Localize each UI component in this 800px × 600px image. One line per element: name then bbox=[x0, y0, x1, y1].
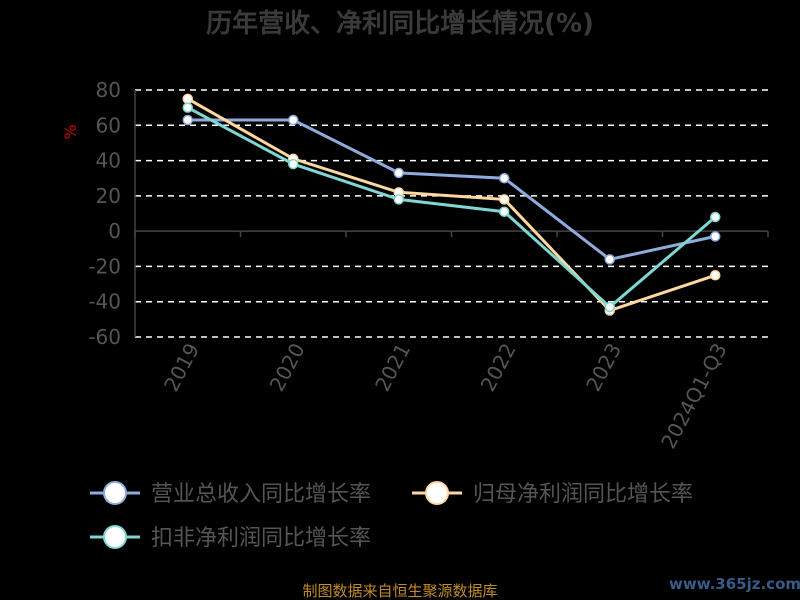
y-tick-label: 0 bbox=[108, 219, 121, 243]
legend-label: 营业总收入同比增长率 bbox=[151, 482, 371, 507]
y-axis-label: % bbox=[61, 124, 80, 139]
series-line-3 bbox=[187, 106, 717, 309]
y-tick-label: -60 bbox=[88, 325, 121, 349]
legend-marker bbox=[103, 481, 127, 505]
data-point bbox=[710, 270, 721, 281]
legend-label: 扣非净利润同比增长率 bbox=[151, 526, 371, 551]
x-tick-label: 2020 bbox=[265, 339, 310, 395]
x-tick-label: 2023 bbox=[581, 339, 626, 395]
chart-title: 历年营收、净利同比增长情况(%) bbox=[206, 8, 594, 39]
y-tick-label: -40 bbox=[88, 290, 121, 314]
axes bbox=[134, 90, 769, 337]
y-tick-label: 80 bbox=[96, 78, 121, 102]
series-line-2 bbox=[187, 97, 716, 313]
legend-label: 归母净利润同比增长率 bbox=[473, 482, 693, 507]
data-point bbox=[393, 167, 404, 179]
legend-marker bbox=[425, 481, 449, 505]
series-line-1 bbox=[187, 118, 716, 262]
watermark: www.365jz.com bbox=[669, 575, 800, 593]
y-tick-label: 60 bbox=[96, 113, 121, 137]
x-tick-label: 2019 bbox=[159, 339, 204, 395]
data-point bbox=[604, 301, 615, 313]
data-point bbox=[182, 114, 193, 126]
y-tick-label: -20 bbox=[88, 254, 121, 278]
y-tick-label: 40 bbox=[96, 149, 121, 173]
data-point bbox=[604, 254, 615, 265]
data-point bbox=[288, 158, 299, 170]
data-point bbox=[182, 102, 193, 113]
data-point bbox=[710, 231, 721, 242]
data-point bbox=[499, 194, 510, 205]
y-axis-ticks: 80 60 40 20 0 -20 -40 -60 bbox=[88, 78, 121, 349]
data-point bbox=[499, 206, 510, 217]
data-point bbox=[710, 211, 721, 223]
legend-marker bbox=[103, 525, 127, 549]
series-layer bbox=[182, 93, 721, 316]
grid-lines bbox=[135, 89, 768, 338]
data-point bbox=[393, 194, 404, 205]
x-tick-label: 2021 bbox=[370, 339, 415, 395]
x-tick-label: 2022 bbox=[476, 339, 521, 395]
source-note: 制图数据来自恒生聚源数据库 bbox=[302, 582, 497, 600]
data-point bbox=[288, 114, 299, 126]
data-point bbox=[182, 93, 193, 105]
x-tick-label: 2024Q1-Q3 bbox=[656, 339, 732, 452]
y-tick-label: 20 bbox=[96, 184, 121, 208]
data-point bbox=[499, 172, 510, 184]
x-axis-ticks: 2019 2020 2021 2022 2023 2024Q1-Q3 bbox=[159, 339, 732, 452]
